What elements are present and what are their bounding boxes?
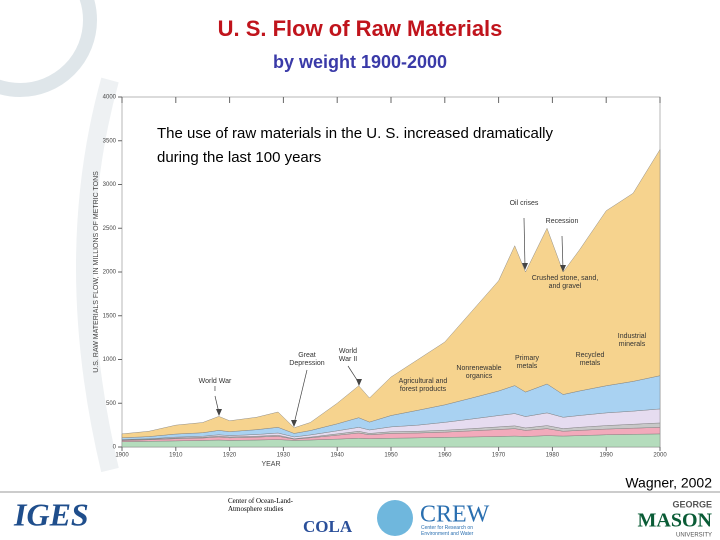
- logo-cola-name: Center of Ocean-Land-Atmosphere studies: [228, 497, 293, 513]
- title: U. S. Flow of Raw Materials: [218, 16, 503, 41]
- x-tick-label: 1950: [384, 453, 398, 459]
- annotation: Recession: [545, 218, 579, 225]
- logo-crew-mark: [377, 500, 413, 536]
- logo-gmu-top: GEORGE: [672, 499, 712, 509]
- x-tick-label: 1960: [438, 453, 452, 459]
- y-tick-label: 4000: [103, 95, 117, 101]
- annotation: World War I: [198, 378, 232, 393]
- logo-crew-name: Center for Research on Environment and W…: [421, 525, 474, 537]
- x-tick-label: 1900: [115, 453, 129, 459]
- y-tick-label: 2000: [103, 270, 117, 276]
- x-tick-label: 1930: [277, 453, 291, 459]
- y-tick-label: 0: [113, 445, 117, 451]
- annotation-arrow: [293, 369, 308, 425]
- y-tick-label: 500: [106, 401, 117, 407]
- x-tick-label: 2000: [653, 453, 667, 459]
- logo-iges: IGES: [13, 496, 89, 532]
- logo-gmu-mid: MASON: [638, 510, 713, 532]
- x-tick-label: 1980: [546, 453, 560, 459]
- series-label: Industrial minerals: [617, 333, 647, 348]
- x-tick-label: 1940: [331, 453, 345, 459]
- logo-crew: CREW: [420, 502, 490, 528]
- y-tick-label: 2500: [103, 226, 117, 232]
- annotation-head: [356, 379, 362, 386]
- subtitle: by weight 1900-2000: [273, 52, 447, 72]
- annotation-arrow: [523, 217, 526, 268]
- annotation-head: [291, 420, 297, 427]
- series-label: Agricultural and forest products: [398, 378, 448, 393]
- annotation: Great Depression: [289, 352, 325, 367]
- area: [121, 148, 661, 439]
- chart-note: The use of raw materials in the U. S. in…: [157, 125, 553, 166]
- x-tick-label: 1910: [169, 453, 183, 459]
- y-tick-label: 3000: [103, 182, 117, 188]
- series-label: Recycled metals: [575, 352, 605, 367]
- decor-globe: [0, 0, 97, 97]
- annotation-head: [560, 265, 566, 272]
- decor-arc: [76, 77, 119, 473]
- x-tick-label: 1920: [223, 453, 237, 459]
- y-axis-label: U.S. RAW MATERIALS FLOW, IN MILLIONS OF …: [93, 171, 100, 373]
- annotation-head: [216, 409, 222, 416]
- annotation-head: [522, 263, 528, 270]
- series-label: Nonrenewable organics: [456, 365, 502, 380]
- logo-gmu-bottom: UNIVERSITY: [676, 533, 712, 539]
- y-tick-label: 3500: [103, 138, 117, 144]
- annotation: World War II: [338, 348, 358, 363]
- x-tick-label: 1990: [600, 453, 614, 459]
- logo-cola: COLA: [303, 517, 353, 536]
- annotation-arrow: [561, 235, 564, 270]
- x-tick-label: 1970: [492, 453, 506, 459]
- y-tick-label: 1000: [103, 357, 117, 363]
- y-tick-label: 1500: [103, 313, 117, 319]
- x-axis-label: YEAR: [261, 461, 280, 468]
- annotation: Oil crises: [509, 200, 539, 207]
- source: Wagner, 2002: [625, 475, 712, 491]
- series-label: Crushed stone, sand, and gravel: [531, 275, 599, 290]
- series-label: Primary metals: [514, 355, 540, 370]
